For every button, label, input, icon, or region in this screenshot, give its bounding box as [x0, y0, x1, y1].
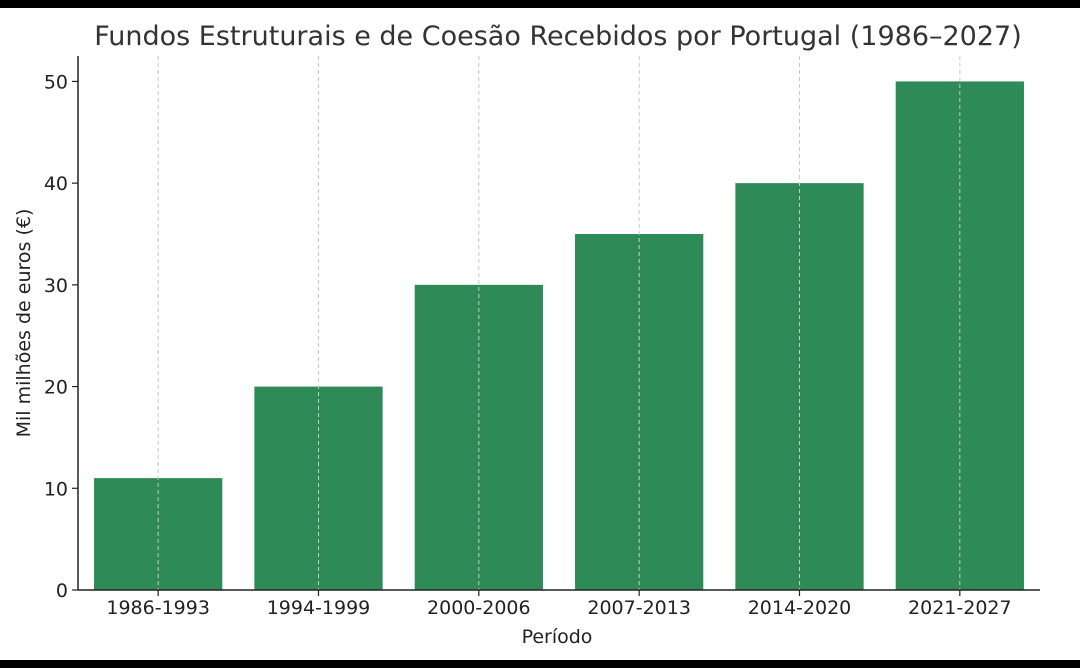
- chart-title: Fundos Estruturais e de Coesão Recebidos…: [94, 21, 1022, 52]
- x-tick-label: 2014-2020: [748, 597, 852, 619]
- y-tick-label: 20: [44, 377, 68, 399]
- y-tick-label: 50: [44, 71, 68, 93]
- x-tick-label: 2007-2013: [587, 597, 691, 619]
- y-tick-label: 30: [44, 275, 68, 297]
- x-tick-label: 1986-1993: [106, 597, 210, 619]
- y-tick-label: 40: [44, 173, 68, 195]
- bar-2007-2013: [575, 234, 704, 590]
- y-tick-label: 0: [56, 580, 68, 602]
- x-axis-label: Período: [522, 626, 593, 648]
- bar-1994-1999: [254, 386, 383, 590]
- x-tick-label: 2021-2027: [908, 597, 1012, 619]
- y-tick-label: 10: [44, 478, 68, 500]
- chart-canvas: Fundos Estruturais e de Coesão Recebidos…: [0, 8, 1080, 660]
- x-tick-label: 1994-1999: [267, 597, 371, 619]
- x-tick-label: 2000-2006: [427, 597, 531, 619]
- y-axis-label: Mil milhões de euros (€): [13, 209, 35, 438]
